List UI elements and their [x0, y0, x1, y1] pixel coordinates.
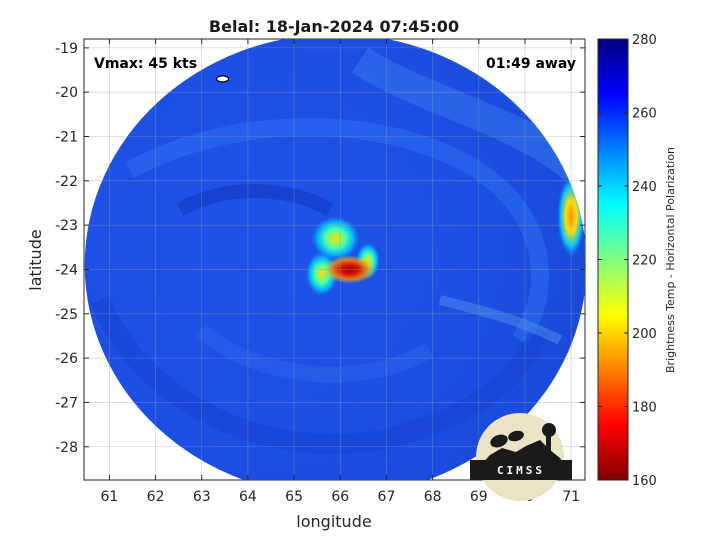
- time-away-annotation: 01:49 away: [486, 56, 576, 72]
- colorbar-tick-label: 280: [632, 33, 657, 48]
- colorbar-tick-label: 160: [632, 474, 657, 489]
- colorbar-tick-label: 260: [632, 107, 657, 122]
- x-tick-label: 67: [378, 489, 396, 505]
- y-axis-ticks: -19 -20 -21 -22 -23 -24 -25 -26 -27 -28: [55, 41, 585, 456]
- y-tick-label: -23: [55, 218, 78, 234]
- colorbar: [597, 38, 629, 481]
- y-tick-label: -24: [55, 262, 78, 278]
- colorbar-tick-label: 180: [632, 401, 657, 416]
- y-tick-label: -22: [55, 174, 78, 190]
- chart-title: Belal: 18-Jan-2024 07:45:00: [209, 17, 459, 36]
- x-axis-label: longitude: [296, 512, 371, 531]
- x-tick-label: 63: [193, 489, 211, 505]
- y-tick-label: -27: [55, 395, 78, 411]
- y-tick-label: -19: [55, 41, 78, 57]
- colorbar-label: Brightness Temp - Horizontal Polarizatio…: [664, 147, 677, 373]
- convective-cell: [311, 216, 360, 261]
- x-tick-label: 62: [147, 489, 165, 505]
- y-tick-label: -21: [55, 130, 78, 146]
- vmax-annotation: Vmax: 45 kts: [94, 56, 197, 72]
- brightness-temp-swath: [84, 39, 585, 480]
- logo-text: CIMSS: [497, 464, 545, 477]
- x-tick-label: 65: [285, 489, 303, 505]
- x-tick-label: 66: [331, 489, 349, 505]
- colorbar-tick-label: 240: [632, 180, 657, 195]
- x-tick-label: 64: [239, 489, 257, 505]
- x-tick-label: 71: [562, 489, 580, 505]
- x-tick-label: 69: [470, 489, 488, 505]
- x-tick-label: 68: [424, 489, 442, 505]
- colorbar-tick-label: 220: [632, 254, 657, 269]
- y-tick-label: -28: [55, 440, 78, 456]
- grid-lines: [84, 39, 585, 480]
- x-tick-label: 61: [100, 489, 118, 505]
- colorbar-tick-label: 200: [632, 327, 657, 342]
- colorbar-ticks: 280 260 240 220 200 180 160: [598, 33, 657, 489]
- y-tick-label: -25: [55, 307, 78, 323]
- y-tick-label: -20: [55, 85, 78, 101]
- y-tick-label: -26: [55, 351, 78, 367]
- x-axis-ticks: 6162636465666768697071: [100, 39, 580, 505]
- y-axis-label: latitude: [26, 229, 45, 290]
- storm-center-marker: [215, 75, 230, 83]
- cimss-logo: CIMSS: [470, 413, 572, 501]
